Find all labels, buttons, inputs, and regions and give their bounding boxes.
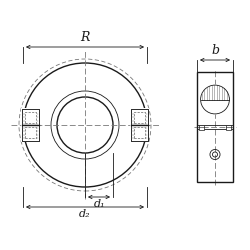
Bar xyxy=(25,127,36,138)
Bar xyxy=(226,124,231,130)
Bar xyxy=(197,72,233,182)
Circle shape xyxy=(200,85,230,114)
Bar xyxy=(130,108,149,142)
Bar xyxy=(134,112,145,123)
Bar xyxy=(134,112,145,123)
Bar xyxy=(25,112,36,123)
Bar xyxy=(134,127,145,138)
Text: b: b xyxy=(211,44,219,57)
Text: R: R xyxy=(80,31,90,44)
Text: d₁: d₁ xyxy=(94,199,106,209)
Text: d₂: d₂ xyxy=(79,209,91,219)
Bar xyxy=(22,109,39,141)
Bar xyxy=(199,124,204,130)
Bar xyxy=(25,127,36,138)
Bar xyxy=(134,127,145,138)
Bar xyxy=(25,112,36,123)
Bar xyxy=(131,109,148,141)
Bar xyxy=(21,108,40,142)
Bar xyxy=(22,109,39,141)
Bar xyxy=(131,109,148,141)
Bar xyxy=(197,72,233,182)
